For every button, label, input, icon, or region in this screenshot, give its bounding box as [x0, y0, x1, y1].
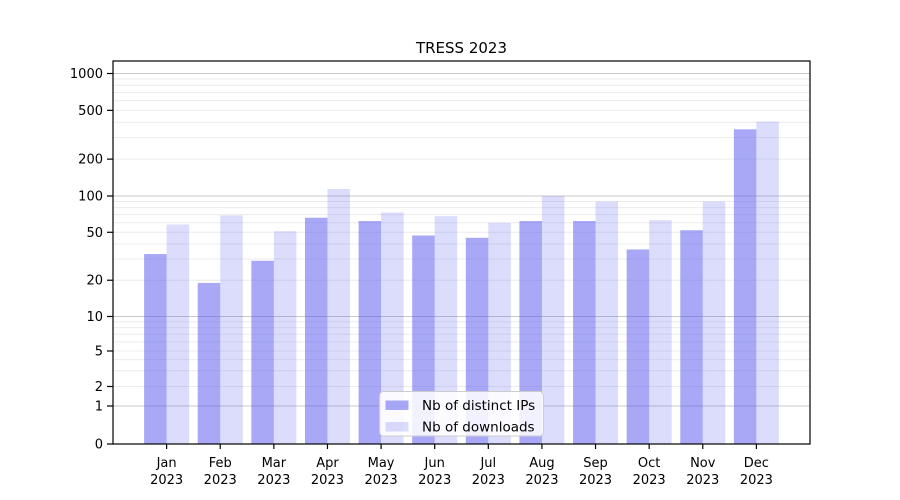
bar-jul-downloads [488, 222, 511, 445]
x-tick-label-year: 2023 [257, 473, 290, 488]
x-tick-label-year: 2023 [311, 473, 344, 488]
y-tick-label: 200 [78, 153, 103, 168]
x-tick-label-year: 2023 [525, 473, 558, 488]
x-tick-label-year: 2023 [633, 473, 666, 488]
bar-may-distinct-ips [358, 221, 382, 445]
x-tick-label-month: Jan [156, 456, 177, 471]
bar-dec-distinct-ips [733, 129, 757, 445]
x-tick-label-year: 2023 [365, 473, 398, 488]
x-tick-label-month: Jun [424, 456, 445, 471]
x-tick-label-year: 2023 [204, 473, 237, 488]
x-tick-label-month: Sep [583, 456, 608, 471]
bar-aug-distinct-ips [519, 221, 542, 445]
x-tick-label-month: Jul [479, 456, 496, 471]
x-tick-label-month: Apr [316, 456, 339, 471]
x-tick-label-year: 2023 [686, 473, 719, 488]
y-tick-label: 20 [86, 274, 103, 289]
x-tick-label-month: Dec [744, 456, 769, 471]
legend-box [379, 391, 544, 437]
bar-nov-downloads [702, 201, 726, 445]
x-tick-label-year: 2023 [150, 473, 183, 488]
y-tick-label: 1000 [70, 67, 103, 82]
x-tick-label-month: Feb [209, 456, 232, 471]
y-tick-label: 10 [86, 310, 103, 325]
legend-swatch-distinct-ips [385, 400, 409, 410]
x-tick-label-month: Oct [638, 456, 660, 471]
bar-apr-distinct-ips [304, 217, 328, 445]
chart-title: TRESS 2023 [415, 39, 507, 57]
bar-feb-downloads [220, 215, 243, 445]
bar-oct-downloads [649, 220, 672, 445]
bar-apr-downloads [327, 189, 350, 445]
x-tick-label-year: 2023 [579, 473, 612, 488]
x-tick-label-month: May [368, 456, 395, 471]
bar-sep-distinct-ips [573, 221, 596, 445]
x-tick-label-year: 2023 [472, 473, 505, 488]
y-tick-label: 50 [86, 226, 103, 241]
y-tick-label: 100 [78, 190, 103, 205]
bar-jan-distinct-ips [144, 254, 167, 445]
y-tick-label: 2 [95, 380, 103, 395]
bar-jun-downloads [434, 216, 458, 445]
x-tick-label-month: Nov [690, 456, 716, 471]
legend: Nb of distinct IPs Nb of downloads [379, 391, 544, 437]
bar-mar-downloads [273, 231, 297, 445]
bar-sep-downloads [595, 201, 619, 445]
y-tick-label: 0 [95, 438, 103, 453]
x-tick-label-month: Mar [262, 456, 287, 471]
legend-label-distinct-ips: Nb of distinct IPs [422, 398, 535, 414]
bar-aug-downloads [541, 196, 565, 445]
bar-may-downloads [381, 212, 404, 445]
x-tick-label-year: 2023 [740, 473, 773, 488]
y-tick-label: 500 [78, 104, 103, 119]
y-tick-label: 5 [95, 345, 103, 360]
x-tick-label-month: Aug [529, 456, 554, 471]
plot-frame [112, 60, 811, 445]
bar-dec-downloads [756, 121, 779, 445]
y-tick-label: 1 [95, 400, 103, 415]
x-tick-label-year: 2023 [418, 473, 451, 488]
legend-label-downloads: Nb of downloads [422, 420, 535, 436]
bar-jan-downloads [166, 224, 190, 445]
bars [144, 121, 779, 445]
bar-oct-distinct-ips [626, 249, 650, 445]
bar-nov-distinct-ips [680, 230, 703, 445]
legend-swatch-downloads [385, 422, 409, 432]
bar-feb-distinct-ips [197, 282, 221, 445]
x-axis: Jan 2023 Feb 2023 Mar 2023 Apr 2023 May 2023 Jun 20… [150, 444, 773, 488]
bar-mar-distinct-ips [251, 260, 274, 445]
